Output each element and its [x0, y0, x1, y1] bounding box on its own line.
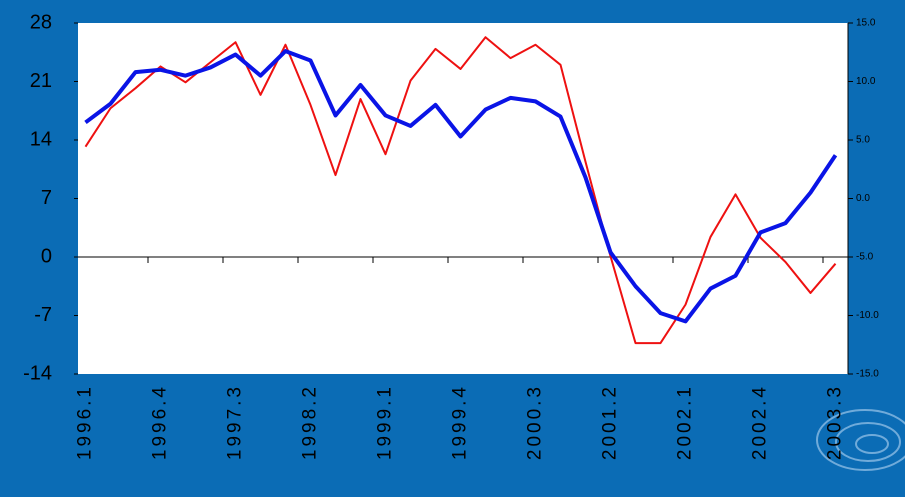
x-tick-label: 1998.2 [300, 384, 321, 460]
x-tick-label: 2003.3 [825, 384, 846, 460]
y-tick-label: 21 [30, 70, 52, 92]
series-line [84, 36, 837, 345]
series-line [84, 49, 838, 324]
x-tick-label: 2002.1 [675, 384, 696, 460]
y2-tick-label: 0.0 [856, 193, 870, 204]
y-tick-label: 14 [30, 128, 52, 150]
x-tick-label: 1997.3 [225, 384, 246, 460]
x-tick-label: 2002.4 [750, 384, 771, 460]
y-tick-label: -7 [34, 304, 52, 326]
x-tick-label: 2000.3 [525, 384, 546, 460]
y2-tick-label: -15.0 [856, 369, 879, 380]
x-tick-label: 1996.4 [150, 384, 171, 460]
x-tick-label: 1996.1 [75, 384, 96, 460]
y-tick-label: -14 [23, 362, 52, 384]
x-tick-label: 2001.2 [600, 384, 621, 460]
y-tick-label: 7 [41, 187, 52, 209]
y2-tick-label: -5.0 [856, 252, 874, 263]
y2-tick-label: 5.0 [856, 135, 870, 146]
y-tick-label: 0 [41, 245, 52, 267]
decoration [816, 409, 905, 471]
plot-area [78, 23, 848, 374]
y2-tick-label: -10.0 [856, 310, 879, 321]
x-tick-label: 1999.1 [375, 384, 396, 460]
y2-tick-label: 15.0 [856, 18, 876, 29]
y-tick-label: 28 [30, 11, 52, 33]
x-tick-label: 1999.4 [450, 384, 471, 460]
y2-tick-label: 10.0 [856, 76, 876, 87]
